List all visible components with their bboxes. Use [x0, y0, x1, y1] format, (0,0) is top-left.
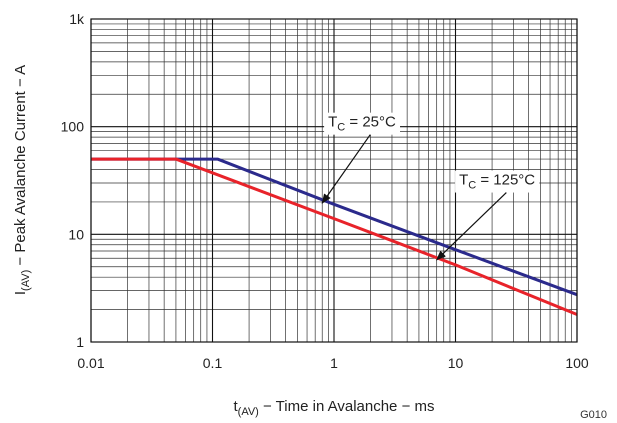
annotation-arrow — [435, 192, 507, 261]
x-axis-label: t(AV) − Time in Avalanche − ms — [233, 398, 434, 418]
series-layer — [91, 157, 578, 316]
x-tick-label: 100 — [565, 355, 589, 371]
figure-code: G010 — [580, 409, 607, 421]
x-tick-label: 1 — [330, 355, 338, 371]
annotation-label: TC = 125°C — [459, 172, 535, 192]
y-tick-label: 1 — [76, 334, 84, 350]
x-tick-label: 0.1 — [203, 355, 223, 371]
x-tick-label: 0.01 — [77, 355, 104, 371]
y-tick-labels: 1 10 100 1k — [61, 11, 85, 350]
annotation-layer: TC = 25°C TC = 125°C — [321, 112, 540, 261]
x-tick-label: 10 — [448, 355, 464, 371]
y-tick-label: 10 — [68, 226, 84, 242]
annotation-label: TC = 25°C — [328, 114, 396, 134]
annotation-background — [455, 170, 540, 193]
y-axis-label: I(AV) − Peak Avalanche Current − A — [12, 65, 32, 295]
series-line-2 — [91, 157, 578, 316]
x-tick-labels: 0.01 0.1 1 10 100 — [77, 355, 589, 371]
annotation-1: TC = 25°C — [321, 112, 401, 204]
y-tick-label: 100 — [61, 119, 85, 135]
annotation-arrow — [321, 134, 371, 204]
annotation-2: TC = 125°C — [435, 170, 540, 261]
plot-frame — [90, 18, 578, 343]
y-tick-label: 1k — [69, 11, 85, 27]
annotation-background — [324, 112, 401, 135]
